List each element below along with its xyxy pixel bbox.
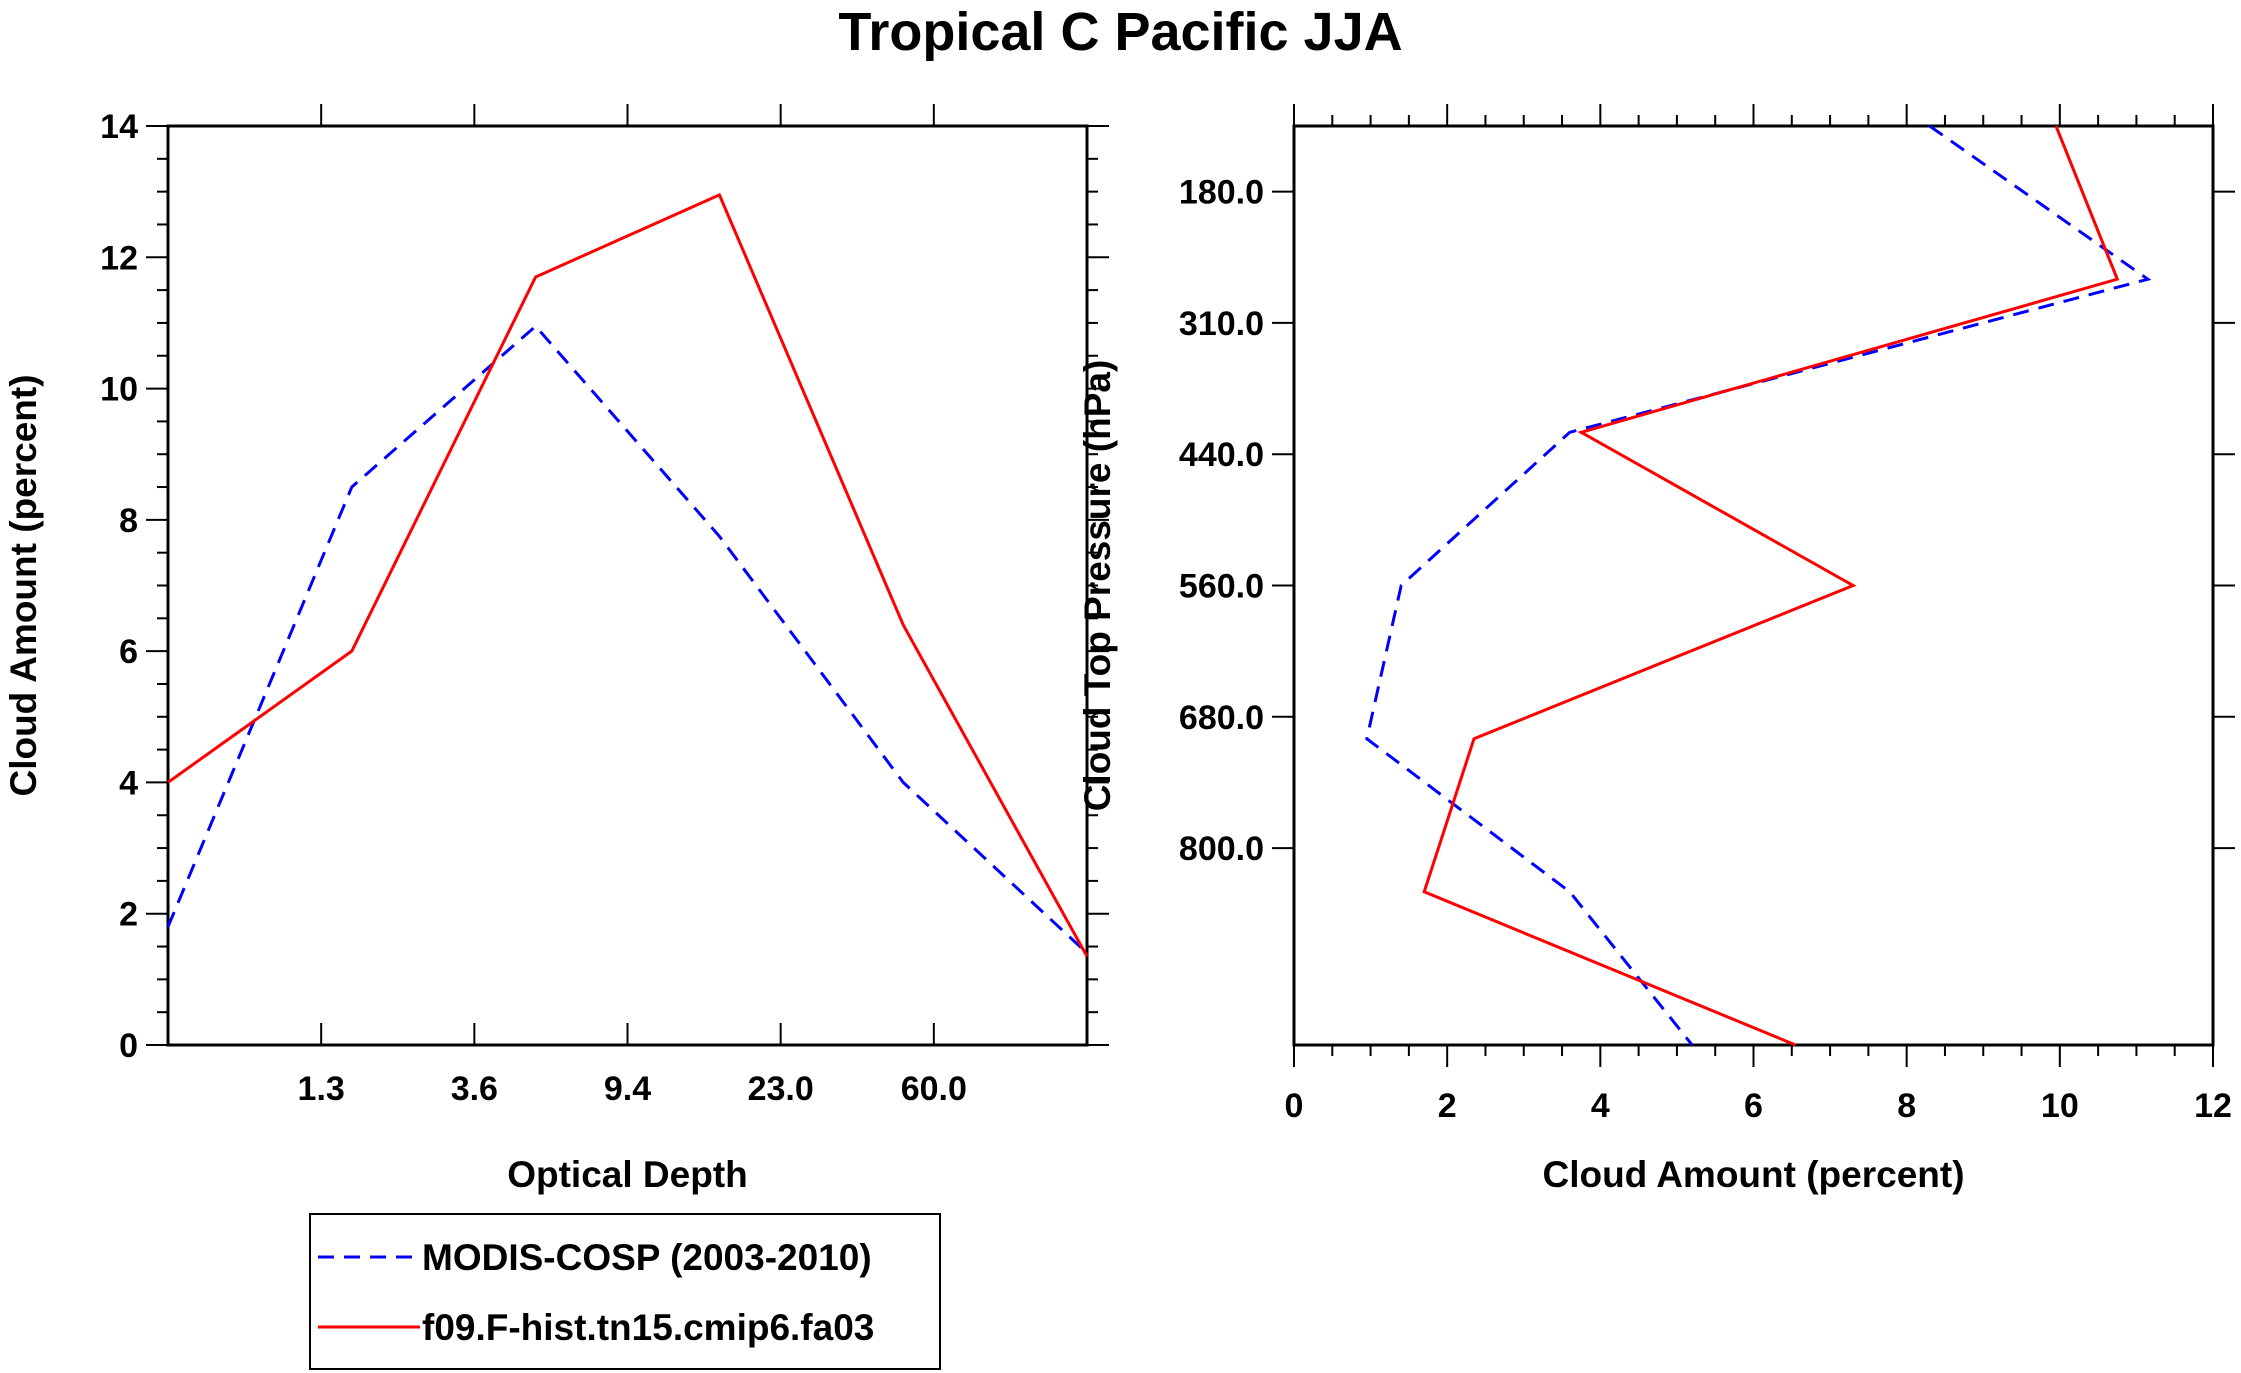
right-plot: 0 2 4 6 8 10 12 180.0 310.0 440.0 560.0 680.0 800.0 C… — [1077, 104, 2235, 1195]
left-series-modis-line — [166, 324, 1089, 955]
left-x-tick-label: 23.0 — [748, 1070, 814, 1108]
left-x-tick-label: 3.6 — [451, 1070, 498, 1108]
left-x-tick-label: 1.3 — [298, 1070, 345, 1108]
left-y-tick-label: 6 — [119, 633, 138, 671]
left-series-model-line — [167, 192, 1089, 958]
left-y-tick-label: 4 — [119, 764, 138, 802]
right-y-tick-label: 680.0 — [1179, 699, 1264, 737]
right-plot-frame — [1292, 124, 2215, 1047]
legend-label-modis: MODIS-COSP (2003-2010) — [422, 1237, 872, 1278]
right-y-tick-label: 310.0 — [1179, 305, 1264, 343]
right-x-tick-label: 2 — [1438, 1087, 1457, 1125]
right-x-tick-label: 10 — [2041, 1087, 2079, 1125]
left-x-tick-label: 60.0 — [901, 1070, 967, 1108]
left-x-axis-title: Optical Depth — [507, 1154, 748, 1195]
right-series-modis-line — [1365, 124, 2152, 1046]
page-title: Tropical C Pacific JJA — [838, 2, 1403, 62]
right-y-tick-label: 560.0 — [1179, 568, 1264, 606]
right-y-axis-title: Cloud Top Pressure (hPa) — [1077, 360, 1118, 812]
right-x-tick-label: 12 — [2194, 1087, 2232, 1125]
left-plot-frame — [166, 124, 1089, 1047]
right-y-tick-label: 180.0 — [1179, 174, 1264, 212]
left-y-tick-label: 0 — [119, 1027, 138, 1065]
left-y-tick-label: 10 — [100, 371, 138, 409]
right-x-axis-title: Cloud Amount (percent) — [1542, 1154, 1964, 1195]
left-y-axis-title: Cloud Amount (percent) — [3, 374, 44, 796]
left-x-tick-label: 9.4 — [604, 1070, 651, 1108]
legend-label-model: f09.F-hist.tn15.cmip6.fa03 — [422, 1307, 874, 1348]
right-x-tick-label: 4 — [1591, 1087, 1610, 1125]
legend-box — [309, 1213, 941, 1370]
legend: MODIS-COSP (2003-2010) f09.F-hist.tn15.c… — [309, 1213, 941, 1370]
right-y-tick-label: 800.0 — [1179, 830, 1264, 868]
left-y-tick-label: 2 — [119, 896, 138, 934]
left-y-tick-label: 12 — [100, 239, 138, 277]
left-plot: 0 2 4 6 8 10 12 14 1.3 3.6 9.4 23.0 60.0 Optical Dept… — [3, 104, 1109, 1195]
right-x-tick-label: 8 — [1897, 1087, 1916, 1125]
left-y-tick-label: 14 — [100, 108, 138, 146]
right-y-tick-label: 440.0 — [1179, 436, 1264, 474]
right-x-tick-label: 6 — [1744, 1087, 1763, 1125]
right-series-model-line — [1422, 125, 2120, 1047]
left-y-tick-label: 8 — [119, 502, 138, 540]
right-x-tick-label: 0 — [1285, 1087, 1304, 1125]
